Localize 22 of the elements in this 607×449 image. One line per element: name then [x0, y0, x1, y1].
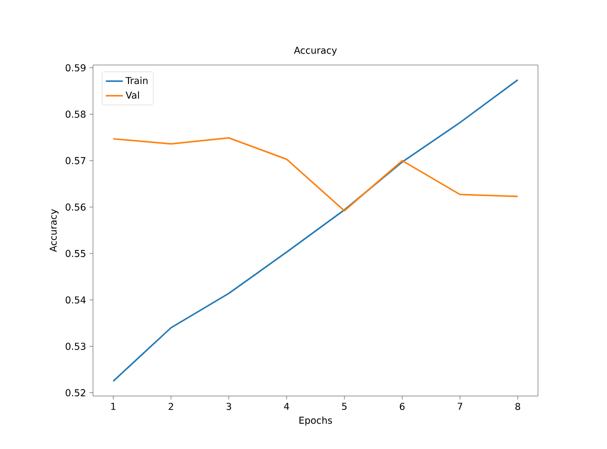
- y-tick-label: 0.54: [66, 296, 86, 304]
- legend-label: Train: [126, 76, 148, 84]
- legend-label: Val: [126, 91, 139, 99]
- y-tick-label: 0.55: [66, 250, 86, 258]
- line-series: [112, 137, 519, 212]
- y-tick-label: 0.53: [66, 342, 86, 350]
- x-tick-label: 4: [284, 402, 290, 410]
- chart-title: Accuracy: [294, 46, 337, 56]
- y-tick-label: 0.56: [66, 203, 86, 211]
- x-tick-label: 1: [111, 402, 116, 410]
- x-tick-label: 3: [226, 402, 232, 410]
- x-tick-label: 7: [458, 402, 462, 410]
- y-tick-label: 0.52: [66, 389, 86, 396]
- x-axis-title: Epochs: [299, 416, 332, 426]
- x-tick-label: 6: [400, 402, 405, 410]
- x-tick-label: 5: [342, 402, 347, 410]
- x-tick-label: 2: [168, 402, 174, 410]
- y-axis-title: Accuracy: [50, 209, 59, 252]
- y-tick-label: 0.58: [66, 110, 86, 118]
- y-tick-label: 0.57: [66, 157, 86, 164]
- x-tick-label: 8: [515, 402, 520, 410]
- y-tick-label: 0.59: [66, 64, 86, 72]
